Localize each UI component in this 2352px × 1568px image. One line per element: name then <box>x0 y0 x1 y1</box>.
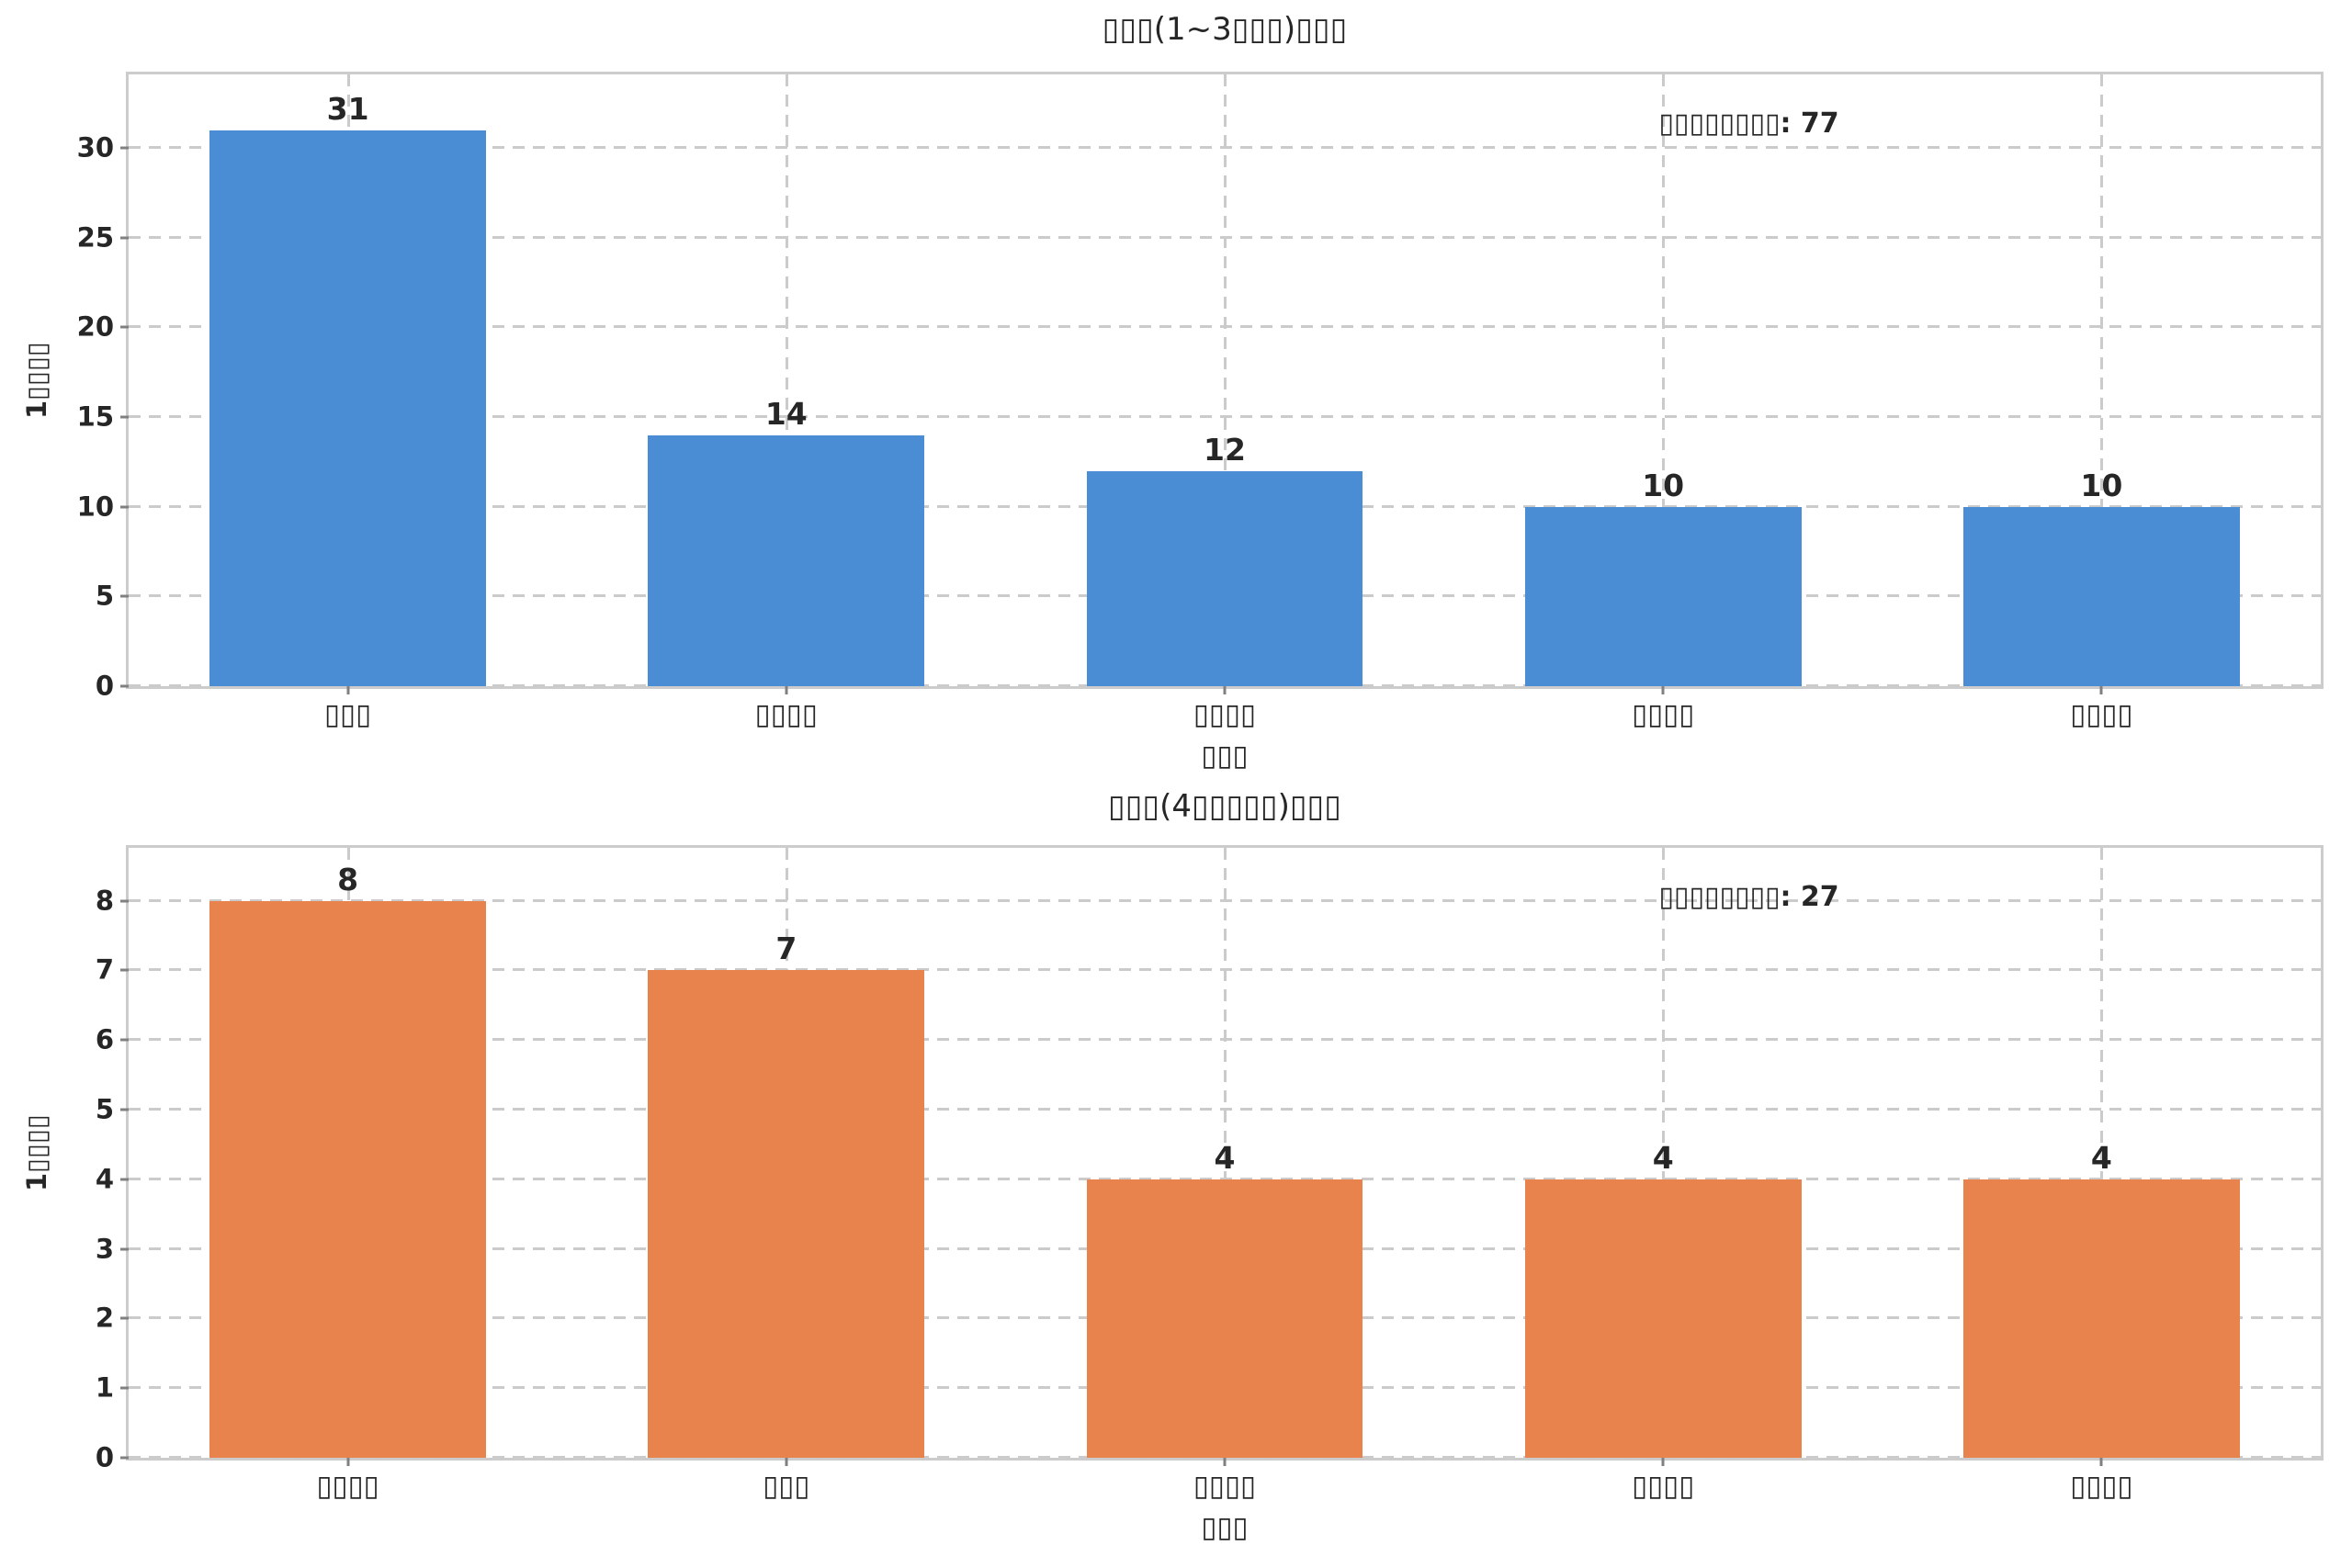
bar-value-label: 12 <box>1204 431 1246 468</box>
bar-value-label: 4 <box>1214 1139 1236 1176</box>
x-gridline <box>1662 74 1666 686</box>
y-tick-mark <box>120 1247 129 1251</box>
y-tick-label: 4 <box>95 1163 114 1195</box>
y-tick-mark <box>120 1178 129 1181</box>
y-tick-mark <box>120 594 129 598</box>
x-tick-mark <box>1661 686 1665 694</box>
x-tick-label: ▯▯▯▯ <box>1632 698 1695 731</box>
y-tick-mark <box>120 146 129 150</box>
y-tick-mark <box>120 684 129 688</box>
y-tick-label: 0 <box>95 1441 114 1473</box>
y-tick-mark <box>120 1386 129 1390</box>
y-tick-label: 1 <box>95 1371 114 1404</box>
chart1-y-axis-label: 1▯▯▯▯ <box>21 342 52 420</box>
y-tick-mark <box>120 899 129 903</box>
bar <box>1963 1179 2240 1458</box>
x-tick-label: ▯▯▯▯ <box>1193 1470 1257 1503</box>
chart1-plot-area: 0 5 10 15 20 25 30 ▯▯▯ 31 ▯▯▯▯ 14 ▯▯▯▯ 12 ▯▯▯▯ 10 ▯▯▯▯ 1… <box>77 72 2324 729</box>
x-tick-mark <box>1223 1458 1227 1466</box>
x-tick-label: ▯▯▯ <box>763 1470 810 1503</box>
y-tick-mark <box>120 325 129 329</box>
chart2-plot-area: 0 1 2 3 4 5 6 7 8 ▯▯▯▯ 8 ▯▯▯ 7 ▯▯▯▯ 4 ▯▯▯▯ 4 ▯▯▯▯ 4 ▯▯▯▯▯▯▯… <box>96 845 2324 1501</box>
chart1-total-annotation: ▯▯▯▯▯▯▯▯: 77 <box>1658 107 1839 140</box>
chart1-title: ▯▯▯(1~3▯▯▯)▯▯▯ <box>1102 11 1348 48</box>
bar <box>648 970 925 1458</box>
bar <box>1086 1179 1363 1458</box>
y-tick-mark <box>120 505 129 509</box>
x-tick-label: ▯▯▯▯ <box>1632 1470 1695 1503</box>
y-tick-mark <box>120 236 129 240</box>
bar <box>1963 506 2240 686</box>
x-tick-label: ▯▯▯▯ <box>1193 698 1257 731</box>
y-tick-mark <box>120 1456 129 1460</box>
y-tick-mark <box>120 1316 129 1320</box>
y-tick-label: 7 <box>95 953 114 986</box>
y-tick-label: 25 <box>76 221 114 254</box>
y-tick-label: 20 <box>76 310 114 343</box>
y-tick-mark <box>120 415 129 419</box>
chart2-y-axis-label: 1▯▯▯▯ <box>21 1114 52 1192</box>
x-tick-label: ▯▯▯▯ <box>2070 698 2133 731</box>
y-tick-label: 5 <box>95 580 114 612</box>
x-gridline <box>785 74 788 686</box>
y-tick-label: 2 <box>95 1302 114 1334</box>
bar-value-label: 31 <box>326 90 369 127</box>
x-tick-label: ▯▯▯▯ <box>754 698 818 731</box>
x-tick-mark <box>2099 686 2103 694</box>
y-tick-label: 3 <box>95 1233 114 1265</box>
y-tick-label: 6 <box>95 1023 114 1055</box>
chart2-total-annotation: ▯▯▯▯▯▯▯▯: 27 <box>1658 880 1839 913</box>
chart2-title: ▯▯▯(4▯▯▯▯▯)▯▯▯ <box>1108 788 1341 825</box>
x-gridline <box>2100 848 2104 1458</box>
bar <box>1086 470 1363 686</box>
y-tick-label: 10 <box>76 491 114 523</box>
x-tick-mark <box>2099 1458 2103 1466</box>
y-tick-label: 0 <box>95 670 114 702</box>
bar-value-label: 4 <box>1652 1139 1674 1176</box>
y-tick-label: 5 <box>95 1093 114 1125</box>
bar-value-label: 14 <box>764 395 808 432</box>
bar <box>1524 506 1802 686</box>
y-tick-label: 30 <box>76 131 114 164</box>
bar-value-label: 4 <box>2090 1139 2112 1176</box>
bar-value-label: 7 <box>775 931 797 967</box>
y-tick-mark <box>120 1108 129 1111</box>
y-tick-label: 8 <box>95 885 114 917</box>
bar <box>648 434 925 686</box>
x-tick-mark <box>785 686 788 694</box>
x-gridline <box>1662 848 1666 1458</box>
y-tick-label: 15 <box>76 400 114 433</box>
y-tick-mark <box>120 1038 129 1042</box>
bar <box>209 130 486 686</box>
bar-value-label: 10 <box>1642 467 1685 503</box>
x-gridline <box>1224 848 1227 1458</box>
chart2-x-axis-label: ▯▯▯ <box>1201 1511 1249 1544</box>
x-tick-mark <box>1223 686 1227 694</box>
x-gridline <box>1224 74 1227 686</box>
x-tick-label: ▯▯▯ <box>324 698 372 731</box>
x-tick-label: ▯▯▯▯ <box>316 1470 379 1503</box>
x-tick-mark <box>785 1458 788 1466</box>
chart1-x-axis-label: ▯▯▯ <box>1201 739 1249 773</box>
x-tick-mark <box>346 1458 350 1466</box>
bar-value-label: 10 <box>2080 467 2123 503</box>
bar-value-label: 8 <box>337 861 359 897</box>
bar <box>209 900 486 1458</box>
x-tick-mark <box>1661 1458 1665 1466</box>
x-gridline <box>2100 74 2104 686</box>
bar <box>1524 1179 1802 1458</box>
x-tick-label: ▯▯▯▯ <box>2070 1470 2133 1503</box>
y-tick-mark <box>120 968 129 972</box>
x-tick-mark <box>346 686 350 694</box>
